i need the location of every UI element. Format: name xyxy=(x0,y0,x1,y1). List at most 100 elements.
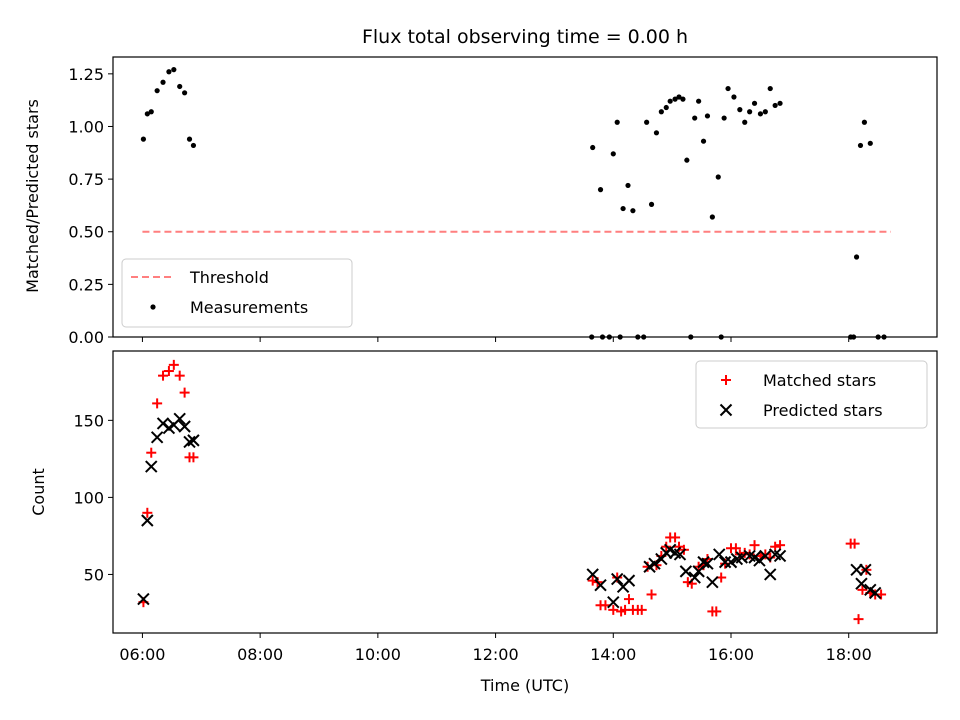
predicted-star-point xyxy=(611,572,624,586)
measurement-point xyxy=(867,140,873,146)
measurement-point xyxy=(663,104,669,111)
predicted-star-point xyxy=(594,579,607,592)
predicted-star-point-b xyxy=(586,568,599,581)
measurement-point xyxy=(597,187,604,193)
measurement-point xyxy=(160,79,166,85)
predicted-star-point xyxy=(713,548,726,561)
matched-star-point xyxy=(730,543,741,554)
matched-star-point xyxy=(636,604,647,615)
measurement-point xyxy=(767,85,773,92)
matched-star-point xyxy=(142,507,153,518)
top-legend: Threshold Measurements xyxy=(121,258,353,328)
predicted-star-point xyxy=(183,435,196,449)
predicted-star-point-b xyxy=(663,543,677,556)
predicted-star-point xyxy=(850,563,863,577)
measurement-point xyxy=(182,90,188,96)
bottom-y-tick-label: 100 xyxy=(73,488,104,507)
matched-star-point xyxy=(168,359,179,370)
measurement-point xyxy=(762,109,768,115)
x-tick-label: 08:00 xyxy=(237,645,283,664)
measurement-point xyxy=(166,69,172,75)
predicted-star-point xyxy=(764,568,777,581)
matched-star-point xyxy=(179,387,190,398)
legend-measurement-swatch xyxy=(150,304,156,310)
predicted-star-point xyxy=(150,431,164,444)
predicted-star-point xyxy=(679,565,693,578)
matched-star-point xyxy=(600,600,611,611)
predicted-star-point-b xyxy=(607,595,620,609)
matched-star-point xyxy=(612,572,623,583)
predicted-star-point-b xyxy=(648,557,661,570)
predicted-star-point-b xyxy=(178,420,191,433)
measurement-point xyxy=(648,201,655,207)
legend-measurements-label: Measurements xyxy=(190,298,308,317)
measurement-point xyxy=(620,205,626,212)
measurement-point xyxy=(747,109,753,115)
top-y-axis-label: Matched/Predicted stars xyxy=(23,99,42,293)
bottom-y-tick-label: 150 xyxy=(73,411,104,430)
predicted-star-point xyxy=(718,555,732,569)
matched-star-point xyxy=(158,370,169,381)
matched-star-point xyxy=(608,604,619,615)
measurement-point xyxy=(676,94,682,100)
predicted-star-point xyxy=(187,434,200,447)
predicted-star-point-b xyxy=(768,548,782,561)
matched-star-point xyxy=(857,584,868,595)
matched-star-point xyxy=(849,538,860,549)
matched-star-point xyxy=(744,549,755,560)
predicted-star-point-b xyxy=(697,555,710,569)
measurement-point xyxy=(177,83,183,90)
x-tick-label: 10:00 xyxy=(355,645,401,664)
measurement-point xyxy=(684,157,690,163)
predicted-star-point-b xyxy=(137,592,150,606)
measurement-point xyxy=(614,119,620,125)
measurement-point xyxy=(154,88,160,94)
predicted-star-point xyxy=(173,412,186,426)
predicted-star-point xyxy=(701,557,714,570)
predicted-star-point-b xyxy=(764,568,777,581)
x-tick-label: 18:00 xyxy=(826,645,872,664)
measurement-point xyxy=(590,144,596,151)
predicted-star-point xyxy=(586,568,599,581)
measurement-point xyxy=(853,254,860,260)
predicted-star-point xyxy=(178,420,191,433)
matched-star-point xyxy=(711,606,722,617)
top-y-tick-label: 0.00 xyxy=(68,328,104,347)
legend-threshold-label: Threshold xyxy=(189,268,269,287)
predicted-star-point xyxy=(648,557,661,570)
bottom-panel: 50 100 150 06:00 08:00 10:00 12:00 14:00 16:00 18… xyxy=(73,350,938,664)
bottom-axes-frame xyxy=(112,350,938,634)
measurement-point xyxy=(186,136,193,142)
measurement-point xyxy=(171,67,177,73)
top-y-tick-label: 1.25 xyxy=(68,65,104,84)
predicted-star-point-b xyxy=(173,412,186,426)
predicted-star-point xyxy=(859,563,872,577)
matched-star-point xyxy=(739,547,750,558)
predicted-star-point-b xyxy=(594,579,607,592)
measurement-point xyxy=(725,85,731,92)
predicted-star-point xyxy=(759,549,772,563)
predicted-star-point xyxy=(141,514,154,527)
legend-predicted-label: Predicted stars xyxy=(763,401,883,420)
legend-matched-label: Matched stars xyxy=(763,371,876,390)
legend-predicted-swatch xyxy=(719,403,733,417)
predicted-star-point-b xyxy=(864,583,877,597)
predicted-star-point-b xyxy=(668,546,682,560)
measurement-point xyxy=(861,119,868,125)
predicted-star-point-b xyxy=(713,548,726,561)
legend-predicted-swatch-b xyxy=(719,403,733,417)
measurement-point xyxy=(709,214,715,220)
predicted-star-point xyxy=(688,571,701,584)
measurement-point xyxy=(672,96,678,102)
measurement-point xyxy=(700,138,707,144)
predicted-star-point-b xyxy=(748,551,761,564)
legend-matched-swatch xyxy=(721,375,731,385)
predicted-star-point-b xyxy=(735,551,748,564)
top-y-tick-label: 1.00 xyxy=(68,117,104,136)
matched-star-point xyxy=(670,532,681,543)
predicted-star-point-b xyxy=(611,572,624,586)
predicted-star-point-b xyxy=(850,563,863,577)
measurement-point xyxy=(625,182,631,189)
predicted-star-point-b xyxy=(673,548,687,561)
